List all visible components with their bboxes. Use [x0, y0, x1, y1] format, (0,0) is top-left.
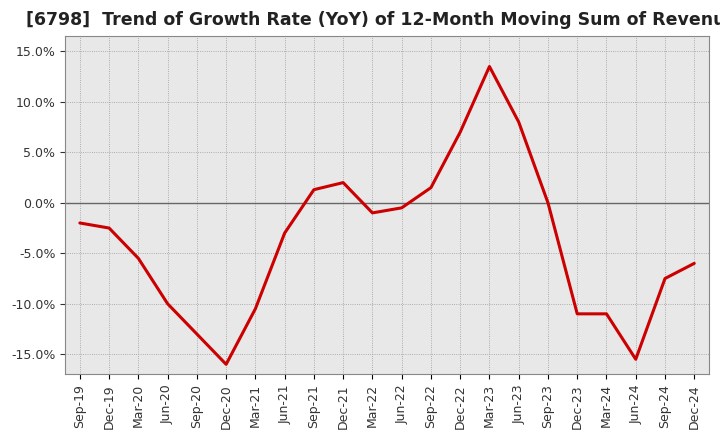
- Title: [6798]  Trend of Growth Rate (YoY) of 12-Month Moving Sum of Revenues: [6798] Trend of Growth Rate (YoY) of 12-…: [26, 11, 720, 29]
